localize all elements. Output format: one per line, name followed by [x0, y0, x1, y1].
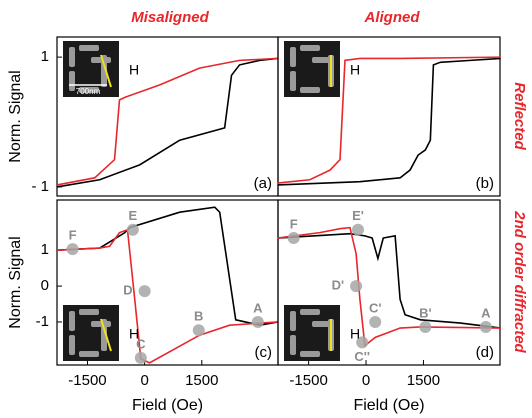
panel-label: (b)	[476, 175, 494, 192]
x-tick-label: 0	[140, 372, 148, 389]
series-line	[56, 57, 279, 186]
inset: H 700nm	[63, 41, 139, 97]
panel-label: (a)	[254, 175, 272, 192]
x-tick-label: -1500	[289, 372, 327, 389]
y-tick-label: 0	[41, 277, 49, 294]
inset: H	[284, 305, 360, 361]
field-arrow	[100, 318, 112, 352]
nanobar	[290, 335, 296, 355]
nanobar	[79, 45, 99, 51]
annotation-point	[350, 280, 363, 293]
annotation-label: E	[128, 208, 137, 223]
annotation-point	[138, 285, 151, 298]
nanobar	[79, 309, 99, 315]
annotation-point	[126, 223, 139, 236]
annotation-point	[66, 243, 79, 256]
row-label: Reflected	[511, 82, 528, 150]
nanobar	[69, 47, 75, 67]
annotation-point	[287, 232, 300, 245]
column-title: Misaligned	[131, 9, 209, 26]
nanobar	[300, 351, 320, 357]
nanobar	[290, 71, 296, 91]
annotation-label: E'	[352, 208, 364, 223]
y-tick-label: 1	[41, 48, 49, 65]
annotation-point	[479, 320, 492, 333]
nanobar	[69, 71, 75, 91]
y-axis-label: Norm. Signal	[7, 236, 24, 328]
annotation-point	[351, 223, 364, 236]
annotation-label: D	[123, 283, 132, 298]
series-line	[56, 206, 279, 327]
x-axis-label: Field (Oe)	[132, 397, 203, 414]
panel-label: (c)	[255, 344, 273, 361]
inset-label: H	[129, 62, 139, 78]
nanobar	[69, 311, 75, 331]
plot-frame	[277, 199, 501, 366]
series-line	[277, 57, 501, 186]
annotation-label: C'	[369, 300, 381, 315]
nanobar	[300, 309, 320, 315]
nanobar	[79, 351, 99, 357]
y-tick-label: -1	[36, 313, 49, 330]
annotation-point	[369, 315, 382, 328]
annotation-point	[134, 351, 147, 364]
nanobar	[69, 335, 75, 355]
x-tick-label: 0	[362, 372, 370, 389]
series-line	[277, 226, 501, 348]
nanobar	[312, 321, 332, 327]
annotation-label: B'	[419, 305, 431, 320]
inset-label: H	[129, 326, 139, 342]
nanobar	[290, 47, 296, 67]
inset-label: H	[350, 326, 360, 342]
nanobar	[79, 87, 99, 93]
annotation-point	[419, 320, 432, 333]
plot-frame	[277, 36, 501, 197]
y-axis-label: Norm. Signal	[7, 70, 24, 162]
annotation-label: B	[194, 309, 203, 324]
annotation-label: A	[481, 305, 491, 320]
annotation-label: F	[69, 228, 77, 243]
scale-bar-label: 700nm	[76, 87, 101, 96]
annotation-label: A	[253, 300, 263, 315]
inset: H	[284, 41, 360, 97]
annotation-label: D'	[332, 278, 344, 293]
x-axis-label: Field (Oe)	[353, 397, 424, 414]
annotation-label: C''	[354, 349, 370, 364]
x-tick-label: -1500	[68, 372, 106, 389]
nanobar	[300, 87, 320, 93]
inset: H	[63, 305, 139, 361]
annotation-point	[192, 324, 205, 337]
field-arrow	[100, 54, 112, 88]
nanobar	[300, 45, 320, 51]
y-tick-label: 1	[41, 241, 49, 258]
annotation-label: F	[290, 216, 298, 231]
nanobar	[290, 311, 296, 331]
annotation-point	[356, 336, 369, 349]
annotation-point	[251, 315, 264, 328]
annotation-label: C	[136, 336, 146, 351]
series-line	[277, 56, 501, 184]
y-tick-label: - 1	[31, 178, 49, 195]
series-line	[56, 228, 279, 364]
series-line	[56, 57, 279, 188]
nanobar	[312, 57, 332, 63]
inset-label: H	[350, 62, 360, 78]
series-line	[277, 232, 501, 329]
panel-label: (d)	[476, 344, 494, 361]
row-label: 2nd order diffracted	[511, 210, 528, 353]
column-title: Aligned	[364, 9, 421, 26]
x-tick-label: 1500	[407, 372, 440, 389]
x-tick-label: 1500	[185, 372, 218, 389]
